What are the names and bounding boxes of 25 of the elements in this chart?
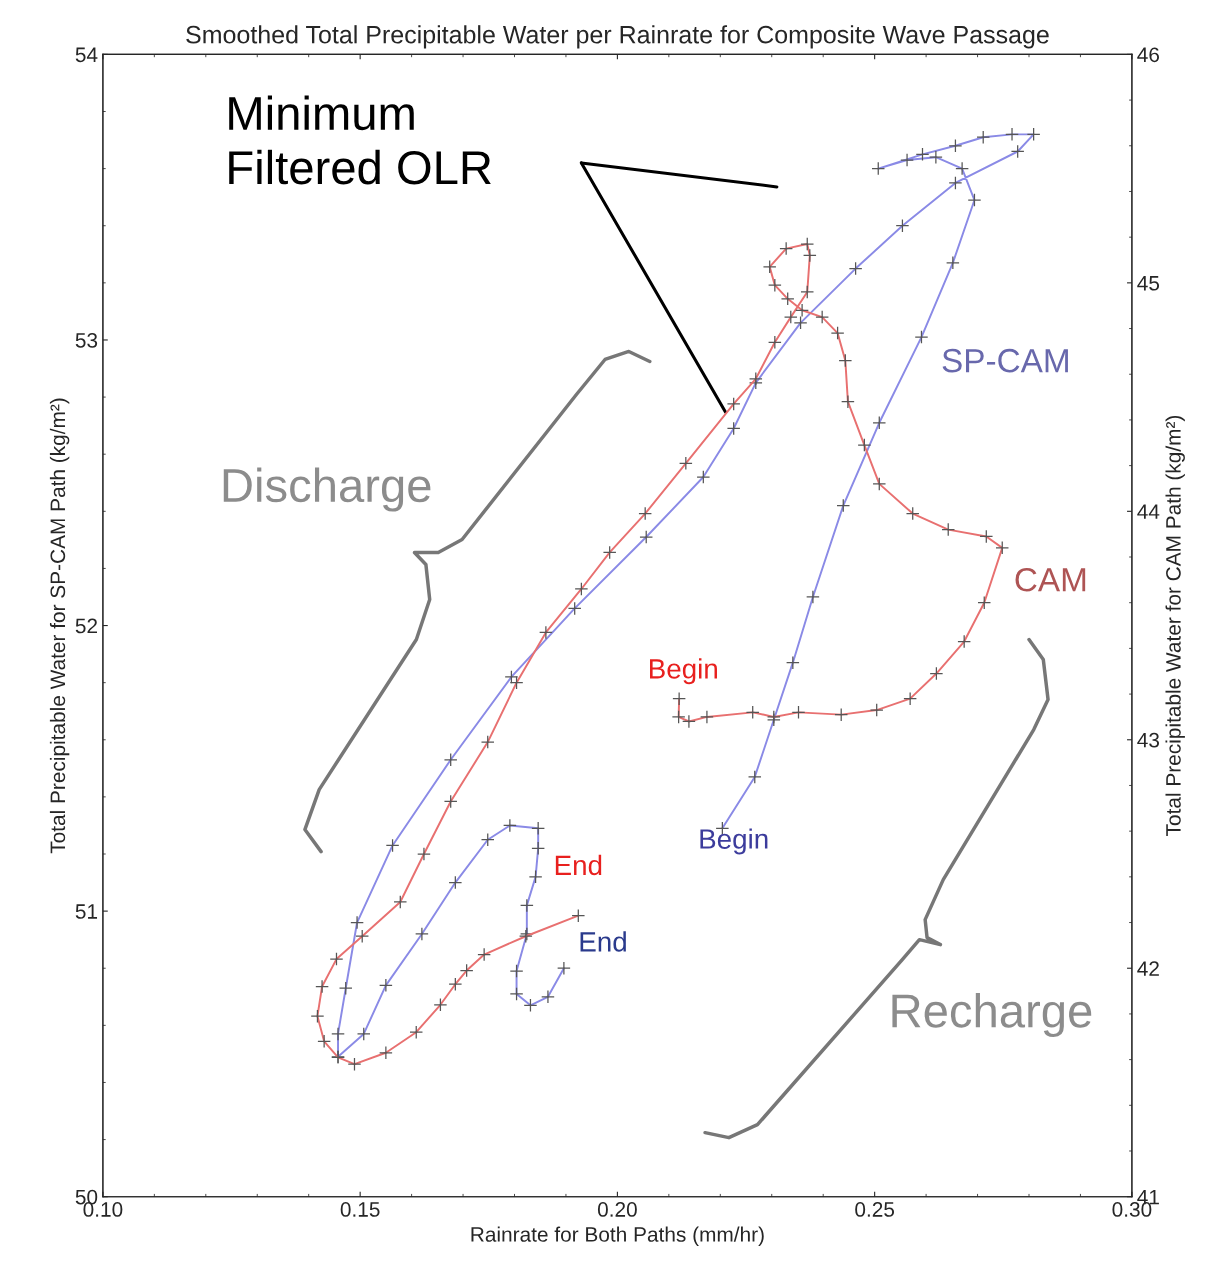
annotation: Begin xyxy=(700,828,768,855)
y-tick-label: 53 xyxy=(75,332,98,348)
annotation: End xyxy=(580,931,626,952)
annotation: Discharge xyxy=(223,467,431,512)
annotation: Minimum Filtered OLR xyxy=(229,95,491,185)
y2-tick-label: 43 xyxy=(1137,732,1160,748)
annotation: Recharge xyxy=(892,993,1092,1038)
y2-axis-title: Total Precipitable Water for CAM Path (kg/m²) xyxy=(1165,415,1185,836)
chart-title: Smoothed Total Precipitable Water per Rainrate for Composite Wave Passage xyxy=(186,25,1049,49)
series-label: CAM xyxy=(1015,567,1086,592)
y-tick-label: 52 xyxy=(75,618,97,634)
y-axis-title: Total Precipitable Water for SP-CAM Path (kg/m²) xyxy=(49,398,70,854)
y-tick-label: 54 xyxy=(75,47,98,63)
x-tick-label: 0.25 xyxy=(855,1202,895,1217)
y2-tick-label: 46 xyxy=(1137,47,1160,63)
y2-tick-label: 42 xyxy=(1137,961,1159,976)
x-tick-label: 0.20 xyxy=(597,1202,637,1217)
x-tick-label: 0.15 xyxy=(340,1202,380,1217)
y-tick-label: 51 xyxy=(75,904,98,919)
series-label: SP-CAM xyxy=(942,348,1068,373)
y2-tick-label: 45 xyxy=(1137,276,1160,291)
y2-tick-label: 44 xyxy=(1137,504,1160,519)
x-axis-title: Rainrate for Both Paths (mm/hr) xyxy=(471,1226,764,1246)
annotation: Begin xyxy=(650,658,717,685)
annotation: End xyxy=(555,854,602,876)
